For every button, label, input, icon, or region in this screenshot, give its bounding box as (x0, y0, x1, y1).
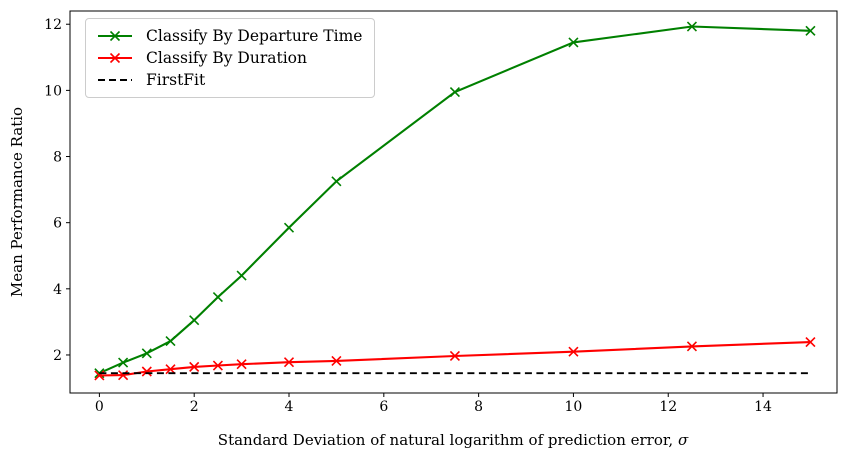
y-axis-label-text: Mean Performance Ratio (8, 106, 26, 298)
x-axis-label: Standard Deviation of natural logarithm … (218, 431, 688, 449)
series-marker-classify-by-duration (189, 361, 200, 372)
legend-entry-firstfit: FirstFit (96, 69, 362, 91)
y-axis-label: Mean Performance Ratio (8, 107, 26, 297)
series-marker-classify-by-duration (165, 364, 176, 375)
series-marker-classify-by-departure-time (236, 270, 247, 281)
legend-label: FirstFit (146, 71, 206, 89)
series-marker-classify-by-departure-time (118, 357, 129, 368)
series-marker-classify-by-duration (212, 360, 223, 371)
series-marker-classify-by-departure-time (449, 86, 460, 98)
legend: Classify By Departure Time Classify By D… (85, 18, 376, 98)
series-marker-classify-by-duration (686, 341, 698, 352)
x-axis-label-sigma: σ (677, 431, 689, 449)
series-marker-classify-by-departure-time (212, 292, 223, 303)
plot-border (69, 10, 838, 394)
y-tick-label: 10 (44, 83, 62, 99)
x-tick-label: 8 (474, 399, 483, 415)
series-line-classify-by-duration (99, 341, 811, 377)
series-marker-classify-by-duration (568, 346, 579, 357)
legend-entry-departure-time: Classify By Departure Time (96, 25, 362, 47)
legend-line-sample-icon (98, 79, 132, 81)
x-axis-label-text: Standard Deviation of natural logarithm … (217, 431, 678, 449)
legend-sample-line (109, 52, 121, 64)
series-marker-classify-by-departure-time (165, 336, 176, 347)
series-marker-classify-by-duration (449, 350, 460, 362)
legend-entry-duration: Classify By Duration (96, 47, 362, 69)
series-marker-classify-by-departure-time (94, 368, 105, 379)
y-tick-label: 4 (53, 282, 62, 298)
x-tick-label: 6 (379, 399, 388, 415)
series-marker-classify-by-duration (141, 366, 152, 377)
series-marker-classify-by-duration (283, 357, 295, 368)
legend-line-sample-icon (98, 52, 132, 64)
y-tick-label: 2 (53, 348, 62, 364)
legend-label: Classify By Departure Time (146, 27, 363, 45)
series-marker-classify-by-duration (236, 359, 247, 370)
x-tick-label: 0 (95, 399, 104, 415)
series-marker-classify-by-duration (118, 370, 129, 381)
series-marker-classify-by-departure-time (805, 25, 816, 36)
series-marker-classify-by-departure-time (568, 37, 579, 48)
x-tick-label: 10 (565, 399, 583, 415)
y-tick-label: 12 (44, 17, 62, 33)
series-marker-classify-by-duration (805, 337, 816, 348)
x-tick-label: 2 (190, 399, 199, 415)
series-marker-classify-by-departure-time (283, 222, 295, 233)
y-tick-label: 6 (53, 216, 62, 232)
legend-line-sample-icon (98, 30, 132, 42)
legend-sample-line (109, 30, 121, 42)
series-marker-classify-by-duration (331, 355, 342, 366)
series-marker-classify-by-departure-time (686, 21, 698, 32)
legend-label: Classify By Duration (146, 49, 307, 67)
y-tick-label: 8 (53, 150, 62, 166)
series-marker-classify-by-departure-time (331, 176, 342, 187)
x-tick-label: 14 (754, 399, 772, 415)
x-tick-label: 12 (659, 399, 677, 415)
x-tick-label: 4 (285, 399, 294, 415)
series-marker-classify-by-departure-time (141, 348, 152, 359)
series-marker-classify-by-departure-time (189, 315, 200, 326)
